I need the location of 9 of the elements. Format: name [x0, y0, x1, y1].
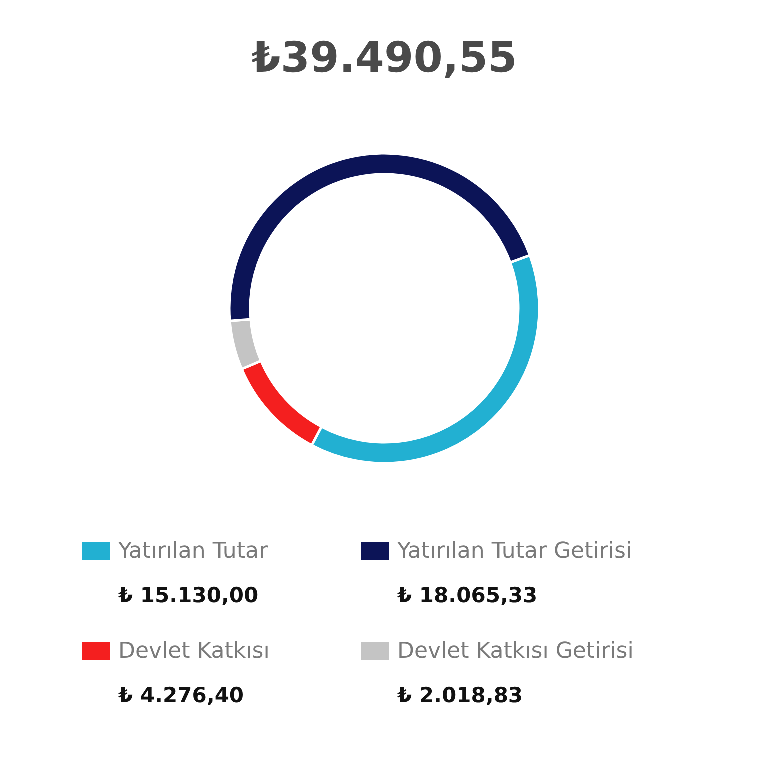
data-label: ₺ 2.018,83 [398, 684, 524, 708]
data-label: ₺ 4.276,40 [118, 684, 244, 708]
legend-label: Devlet Katkısı [118, 639, 270, 664]
chart-title: ₺39.490,55 [252, 33, 518, 82]
data-label: ₺ 18.065,33 [398, 584, 538, 608]
legend-label: Devlet Katkısı Getirisi [398, 639, 634, 664]
data-label: ₺ 15.130,00 [118, 584, 259, 608]
legend-label: Yatırılan Tutar Getirisi [396, 539, 632, 564]
legend-label: Yatırılan Tutar [118, 539, 269, 564]
